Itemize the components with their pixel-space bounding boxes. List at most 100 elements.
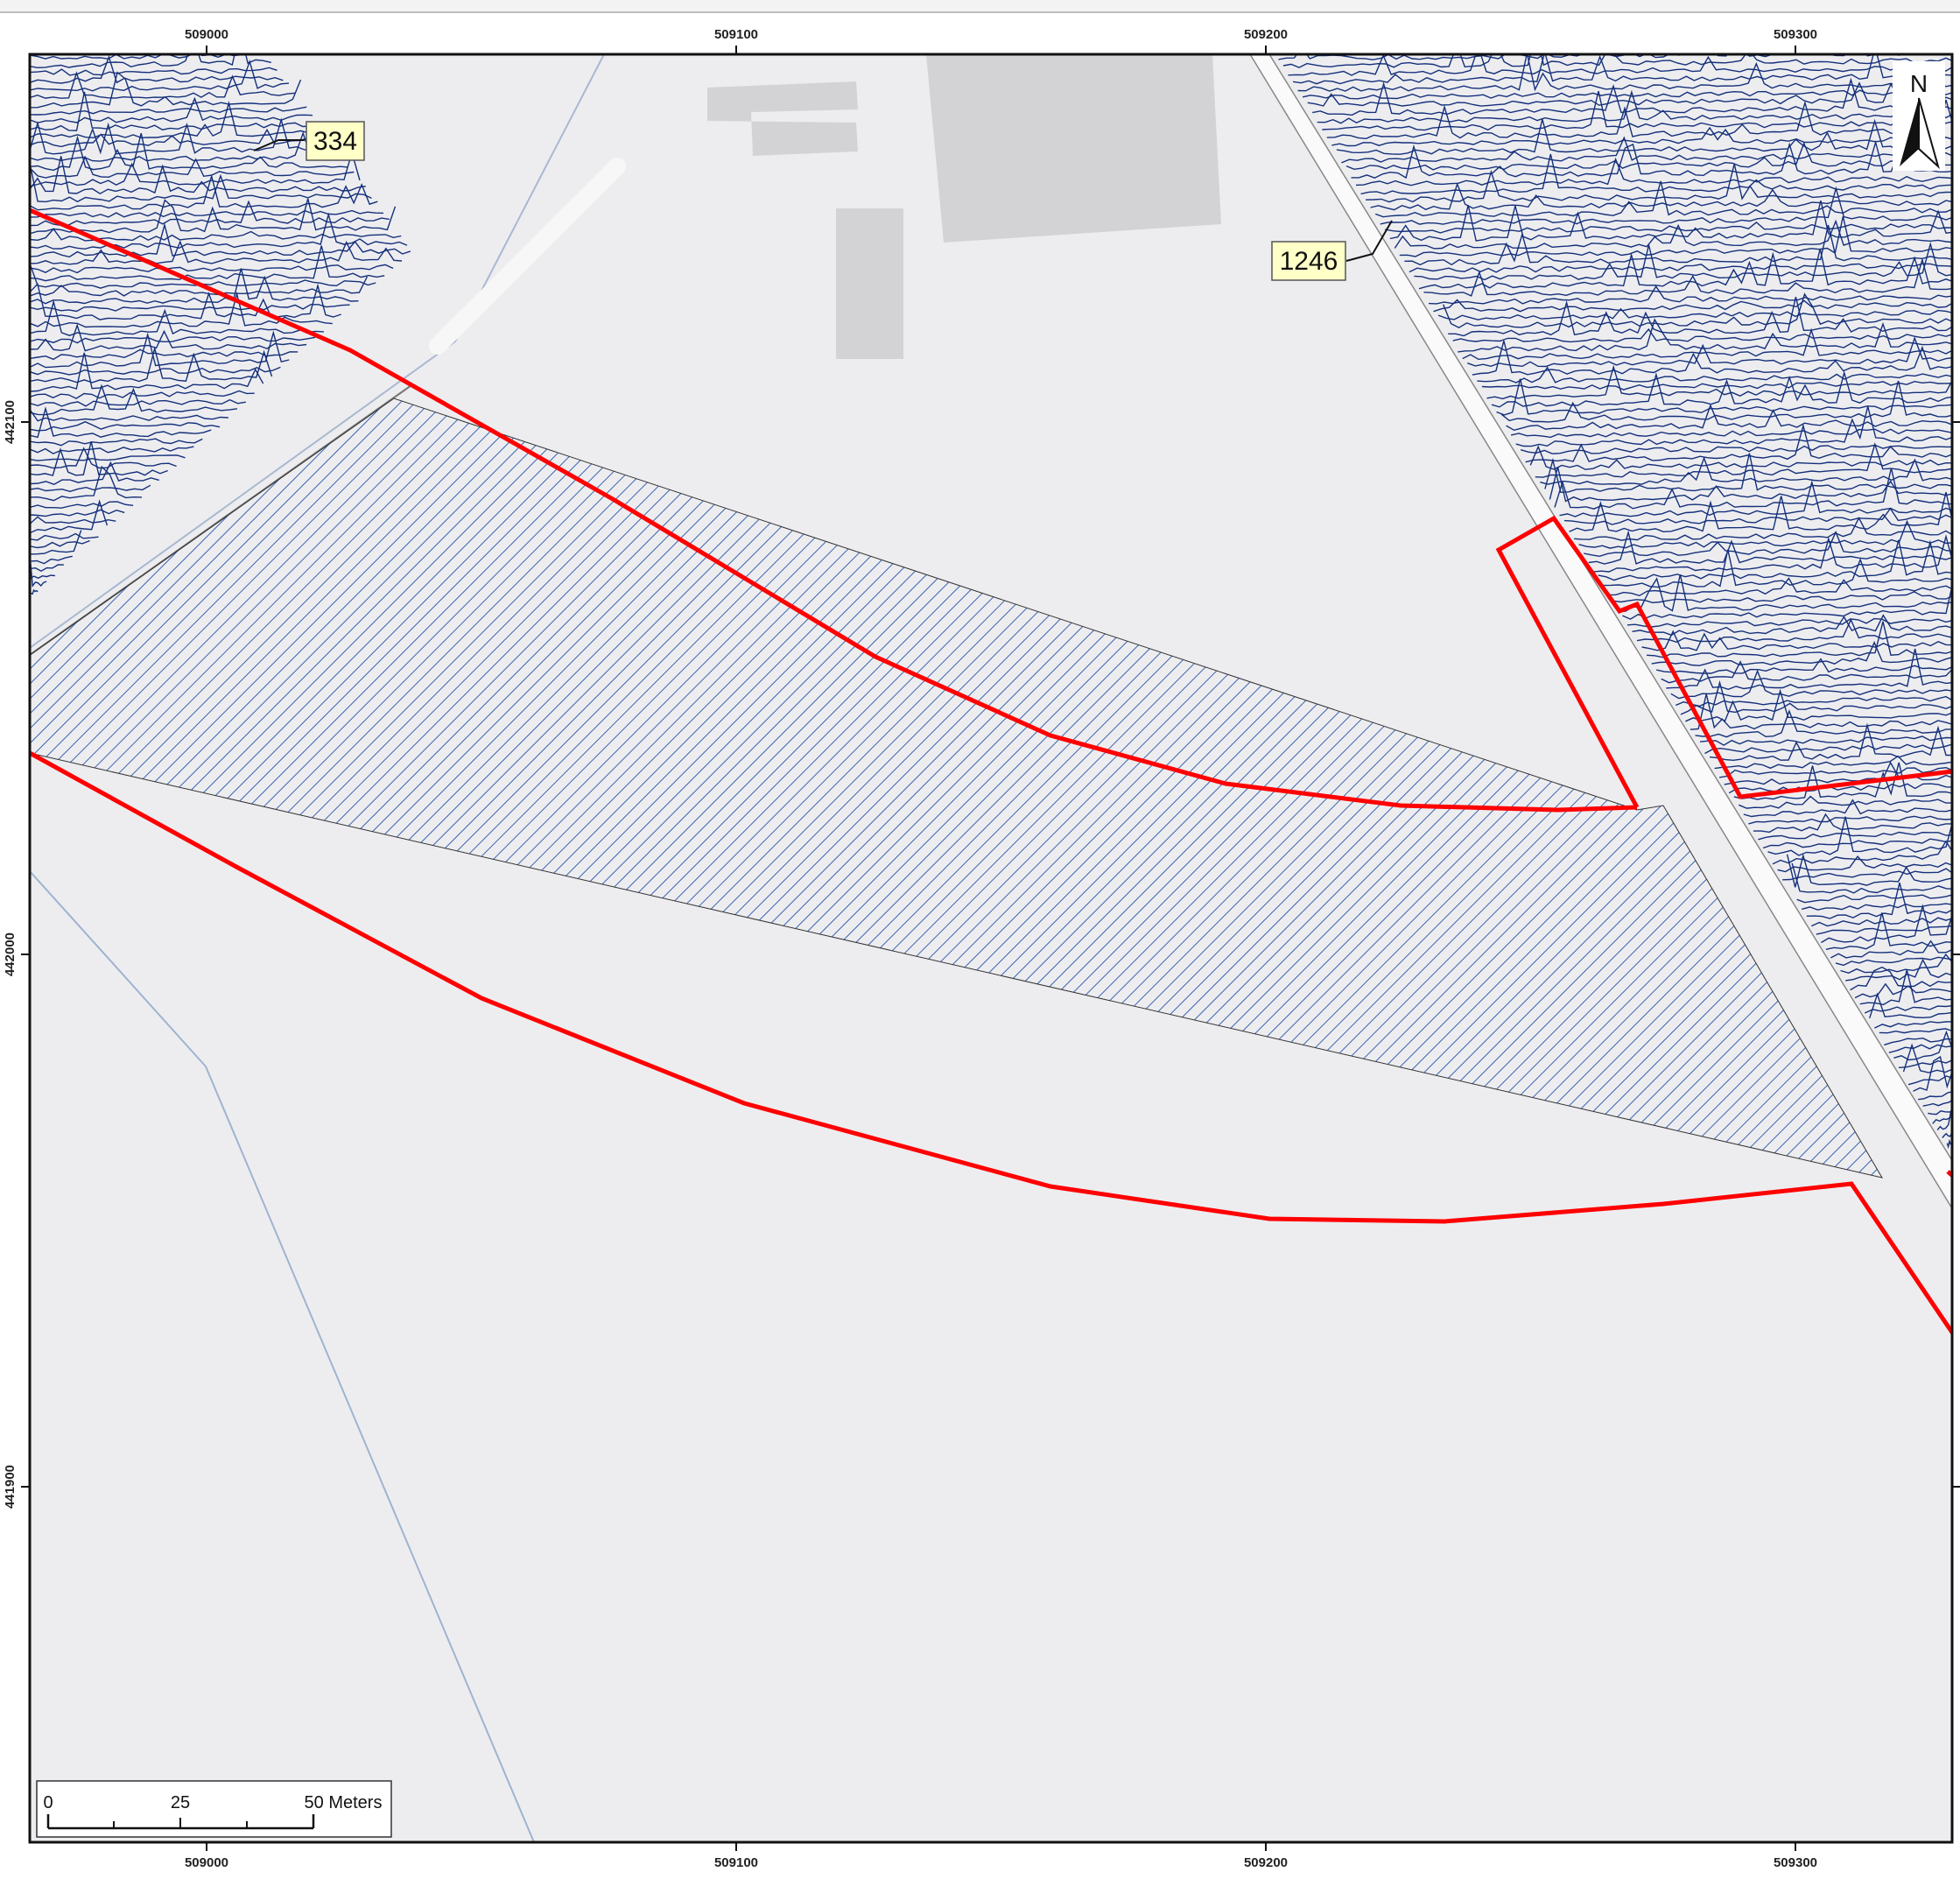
svg-text:509300: 509300 — [1774, 27, 1817, 42]
trace-line — [1864, 1005, 1952, 1014]
boundary-north-edge — [30, 208, 1638, 813]
trace-line — [1647, 621, 1952, 658]
trace-line — [30, 128, 331, 148]
trace-line — [1743, 799, 1952, 818]
trace-line — [1612, 591, 1952, 604]
svg-text:509300: 509300 — [1774, 1855, 1817, 1870]
trace-line — [1666, 648, 1952, 691]
scale-label-25: 25 — [171, 1793, 190, 1812]
trace-line — [30, 304, 350, 313]
svg-text:509000: 509000 — [185, 27, 228, 42]
svg-text:442100: 442100 — [3, 400, 18, 444]
grid-tick-x-509100: 509100 509100 — [714, 27, 758, 1870]
map-frame — [28, 53, 1954, 1844]
trace-line — [1733, 762, 1952, 800]
trace-line — [1302, 89, 1952, 100]
trace-line — [1845, 958, 1952, 982]
north-arrow: N — [1893, 61, 1945, 171]
trace-line — [30, 54, 271, 69]
trace-line — [30, 335, 316, 344]
callout-334[interactable]: 334 — [253, 121, 365, 161]
trace-line — [30, 71, 302, 109]
trace-line — [1477, 366, 1952, 384]
trace-line — [30, 133, 348, 172]
trace-line — [1796, 894, 1952, 904]
callout-box — [1271, 241, 1346, 281]
trace-line — [1830, 940, 1952, 959]
trace-line — [1806, 883, 1952, 919]
trace-line — [30, 501, 134, 509]
trace-line — [1326, 99, 1952, 140]
grid-labels: 509000 509000 509100 509100 509200 50920… — [3, 27, 1960, 1870]
trace-line — [1859, 969, 1952, 1006]
callout-1246-label: 1246 — [1280, 247, 1338, 276]
site-boundary — [30, 208, 1952, 1337]
trace-line — [1850, 966, 1952, 991]
trace-line — [1622, 583, 1952, 620]
grid-tick-x-509000: 509000 509000 — [185, 27, 228, 1870]
trace-line — [1510, 428, 1952, 439]
trace-line — [1675, 695, 1952, 707]
trace-line — [1902, 1043, 1952, 1073]
trace-line — [1389, 200, 1952, 242]
callout-1246[interactable]: 1246 — [1271, 220, 1393, 281]
trace-line — [1462, 327, 1952, 361]
trace-line — [1710, 722, 1952, 762]
trace-line — [30, 282, 341, 320]
trace-line — [1840, 953, 1952, 975]
trace-line — [1816, 925, 1952, 935]
trace-line — [1584, 530, 1952, 558]
trace-line — [1331, 126, 1952, 147]
trace-line — [30, 222, 411, 258]
svg-text:509200: 509200 — [1244, 27, 1288, 42]
trace-line — [1884, 1037, 1952, 1046]
trace-line — [30, 574, 56, 580]
trace-line — [30, 409, 229, 422]
grid-tick-x-509200: 509200 509200 — [1244, 27, 1288, 1870]
trace-line — [1748, 815, 1952, 825]
callout-334-label: 334 — [313, 127, 357, 156]
trace-line — [30, 200, 390, 227]
trace-line — [1574, 517, 1952, 541]
trace-line — [1452, 327, 1952, 343]
trace-line — [1544, 453, 1952, 494]
trace-line — [1714, 755, 1952, 770]
trace-line — [30, 346, 273, 384]
map-canvas[interactable]: 334 1246 N 0 25 50 Meters — [30, 20, 1960, 1842]
trace-line — [30, 91, 319, 131]
trace-line — [1767, 816, 1952, 856]
trace-line — [30, 150, 361, 187]
callout-leader — [253, 139, 305, 151]
trace-line — [1540, 456, 1952, 485]
trace-line — [1282, 54, 1952, 68]
trace-line — [30, 163, 372, 203]
trace-line — [30, 212, 408, 250]
trace-line — [1409, 263, 1952, 273]
trace-line — [30, 276, 369, 297]
grid-tick-y-442000: 442000 — [3, 932, 1960, 976]
grid-tick-y-442100: 442100 — [3, 400, 1960, 444]
svg-text:441900: 441900 — [3, 1465, 18, 1509]
trace-line — [1588, 530, 1952, 565]
scale-label-50-meters: 50 Meters — [305, 1793, 383, 1812]
trace-line — [1811, 917, 1952, 927]
trace-line — [30, 366, 281, 376]
trace-line — [30, 484, 151, 493]
trace-line — [30, 499, 109, 534]
trace-line — [1704, 743, 1952, 755]
trace-line — [1617, 574, 1952, 613]
trace-line — [30, 173, 378, 211]
trace-line — [1414, 241, 1952, 281]
trace-line — [1385, 221, 1952, 234]
trace-line — [30, 516, 116, 524]
trace-line — [1448, 297, 1952, 337]
callout-leader — [1345, 220, 1393, 262]
trace-line — [1718, 766, 1952, 778]
trace-line — [30, 268, 359, 305]
trace-line — [30, 156, 366, 195]
trace-line — [1515, 406, 1952, 447]
trace-line — [30, 465, 143, 502]
callout-box — [306, 121, 365, 161]
trace-line — [30, 264, 394, 274]
